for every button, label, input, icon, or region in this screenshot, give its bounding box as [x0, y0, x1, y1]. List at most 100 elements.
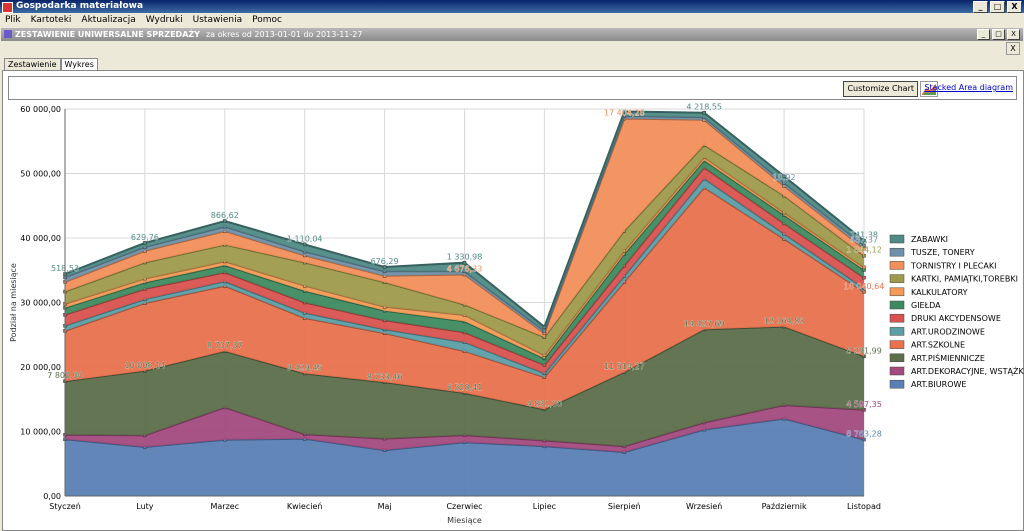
data-label: 14 427,69 — [684, 319, 725, 328]
y-tick-label: 60 000,00 — [20, 105, 61, 114]
data-label: 1 110,04 — [287, 234, 323, 243]
legend-swatch — [889, 234, 905, 244]
legend-label: ART.PIŚMIENNICZE — [911, 352, 985, 363]
data-label: 4 218,55 — [686, 103, 722, 112]
data-point — [302, 242, 307, 247]
legend-swatch — [889, 274, 905, 283]
chart-areas — [63, 109, 866, 496]
tab-wykres[interactable]: Wykres — [60, 58, 98, 71]
area-series — [65, 157, 864, 359]
y-tick-label: 30 000,00 — [20, 299, 61, 308]
legend-label: GIEŁDA — [911, 301, 941, 310]
x-axis-title: Miesiące — [447, 516, 482, 525]
data-label: 10 040,64 — [844, 282, 885, 291]
report-maximize-button[interactable]: □ — [992, 29, 1005, 40]
legend-swatch — [889, 340, 905, 349]
data-label: 1 844,12 — [846, 246, 882, 255]
area-series — [65, 405, 864, 453]
close-report-button[interactable]: X — [1006, 42, 1020, 55]
window-controls: _ □ X — [973, 1, 1022, 13]
menubar: Plik Kartoteki Aktualizacja Wydruki Usta… — [0, 13, 1024, 27]
data-label: 6 528,41 — [447, 383, 483, 392]
legend-label: KARTKI, PAMIĄTKI,TOREBKI — [911, 275, 1018, 284]
area-series — [65, 118, 864, 338]
area-series — [65, 167, 864, 374]
data-label: 8 737,37 — [207, 341, 243, 350]
area-series — [65, 144, 864, 356]
minimize-button[interactable]: _ — [973, 1, 988, 13]
area-series — [65, 160, 864, 365]
legend-swatch — [889, 379, 905, 389]
report-window-controls: _ □ X — [977, 29, 1020, 40]
tab-zestawienie[interactable]: Zestawienie — [4, 58, 61, 71]
menu-aktualizacja[interactable]: Aktualizacja — [81, 15, 136, 25]
legend-swatch — [889, 313, 905, 323]
legend-label: TORNISTRY I PLECAKI — [910, 261, 996, 270]
data-point — [542, 325, 547, 329]
data-label: 12 164,83 — [764, 317, 805, 326]
report-minimize-button[interactable]: _ — [977, 29, 990, 40]
x-tick-label: Styczeń — [49, 502, 81, 511]
data-point — [782, 174, 786, 179]
x-tick-label: Kwiecień — [287, 502, 323, 511]
menu-kartoteki[interactable]: Kartoteki — [30, 15, 72, 25]
x-tick-label: Maj — [378, 502, 392, 511]
legend-label: ART.DEKORACYJNE, WSTĄŻKI — [911, 366, 1024, 376]
legend-swatch — [889, 247, 905, 257]
chart-axes: 0,00 10 000,00 20 000,00 30 000,00 40 000,00… — [9, 105, 881, 525]
app-icon — [2, 2, 13, 13]
legend-swatch — [889, 366, 905, 376]
data-label: 10,92 — [773, 173, 796, 182]
y-axis-title: Podział na miesiące — [9, 263, 18, 342]
x-tick-label: Listopad — [847, 502, 881, 511]
chart-toolbar: Customize Chart Stacked Area diagram — [8, 76, 1017, 100]
maximize-button[interactable]: □ — [990, 1, 1005, 13]
data-label: 1 330,98 — [447, 253, 483, 262]
area-series — [65, 418, 864, 496]
x-tick-label: Luty — [136, 502, 154, 511]
legend-swatch — [889, 261, 905, 270]
y-tick-label: 40 000,00 — [20, 234, 61, 243]
legend-swatch — [889, 327, 905, 336]
legend-label: DRUKI AKCYDENSOWE — [911, 314, 1001, 323]
legend-swatch — [889, 287, 905, 297]
legend-swatch — [889, 300, 905, 310]
data-point — [382, 265, 387, 269]
x-tick-label: Wrzesień — [686, 502, 722, 511]
stacked-area-icon[interactable] — [920, 81, 938, 97]
data-point — [462, 260, 467, 265]
data-point — [622, 109, 627, 114]
legend-swatch — [889, 353, 905, 363]
data-label: 4 831,00 — [527, 399, 563, 408]
x-tick-label: Październik — [762, 502, 807, 511]
y-tick-label: 20 000,00 — [20, 363, 61, 372]
data-label: 10 008,14 — [125, 361, 166, 370]
legend-label: ART.BIUROWE — [911, 380, 966, 389]
menu-wydruki[interactable]: Wydruki — [145, 15, 183, 25]
menu-ustawienia[interactable]: Ustawienia — [192, 15, 243, 25]
data-label: 487,37 — [850, 235, 878, 244]
chart-legend: ZABAWKI TUSZE, TONERY TORNISTRY I PLECAKI K… — [889, 234, 1024, 389]
data-point — [223, 219, 227, 223]
data-label: 741,38 — [850, 231, 878, 240]
report-icon — [4, 30, 12, 38]
data-label: 866,62 — [211, 211, 239, 220]
window-titlebar: Gospodarka materiałowa _ □ X — [0, 0, 1024, 13]
close-button[interactable]: X — [1007, 1, 1022, 13]
customize-chart-button[interactable]: Customize Chart — [843, 81, 918, 97]
legend-label: ART.URODZINOWE — [911, 327, 985, 336]
menu-plik[interactable]: Plik — [5, 15, 21, 25]
data-label: 8 763,28 — [846, 429, 882, 438]
x-tick-label: Marzec — [210, 502, 239, 511]
data-point — [702, 110, 706, 115]
data-label: 4 597,35 — [846, 400, 882, 409]
x-tick-label: Sierpień — [608, 502, 641, 511]
stacked-area-link[interactable]: Stacked Area diagram — [924, 83, 1013, 92]
report-close-button[interactable]: X — [1007, 29, 1020, 40]
window-title: Gospodarka materiałowa — [16, 1, 144, 11]
data-label: 676,29 — [371, 257, 399, 266]
menu-pomoc[interactable]: Pomoc — [252, 15, 282, 25]
data-point — [143, 241, 147, 245]
tab-bar: Zestawienie Wykres — [4, 58, 98, 71]
y-tick-label: 10 000,00 — [20, 428, 61, 437]
